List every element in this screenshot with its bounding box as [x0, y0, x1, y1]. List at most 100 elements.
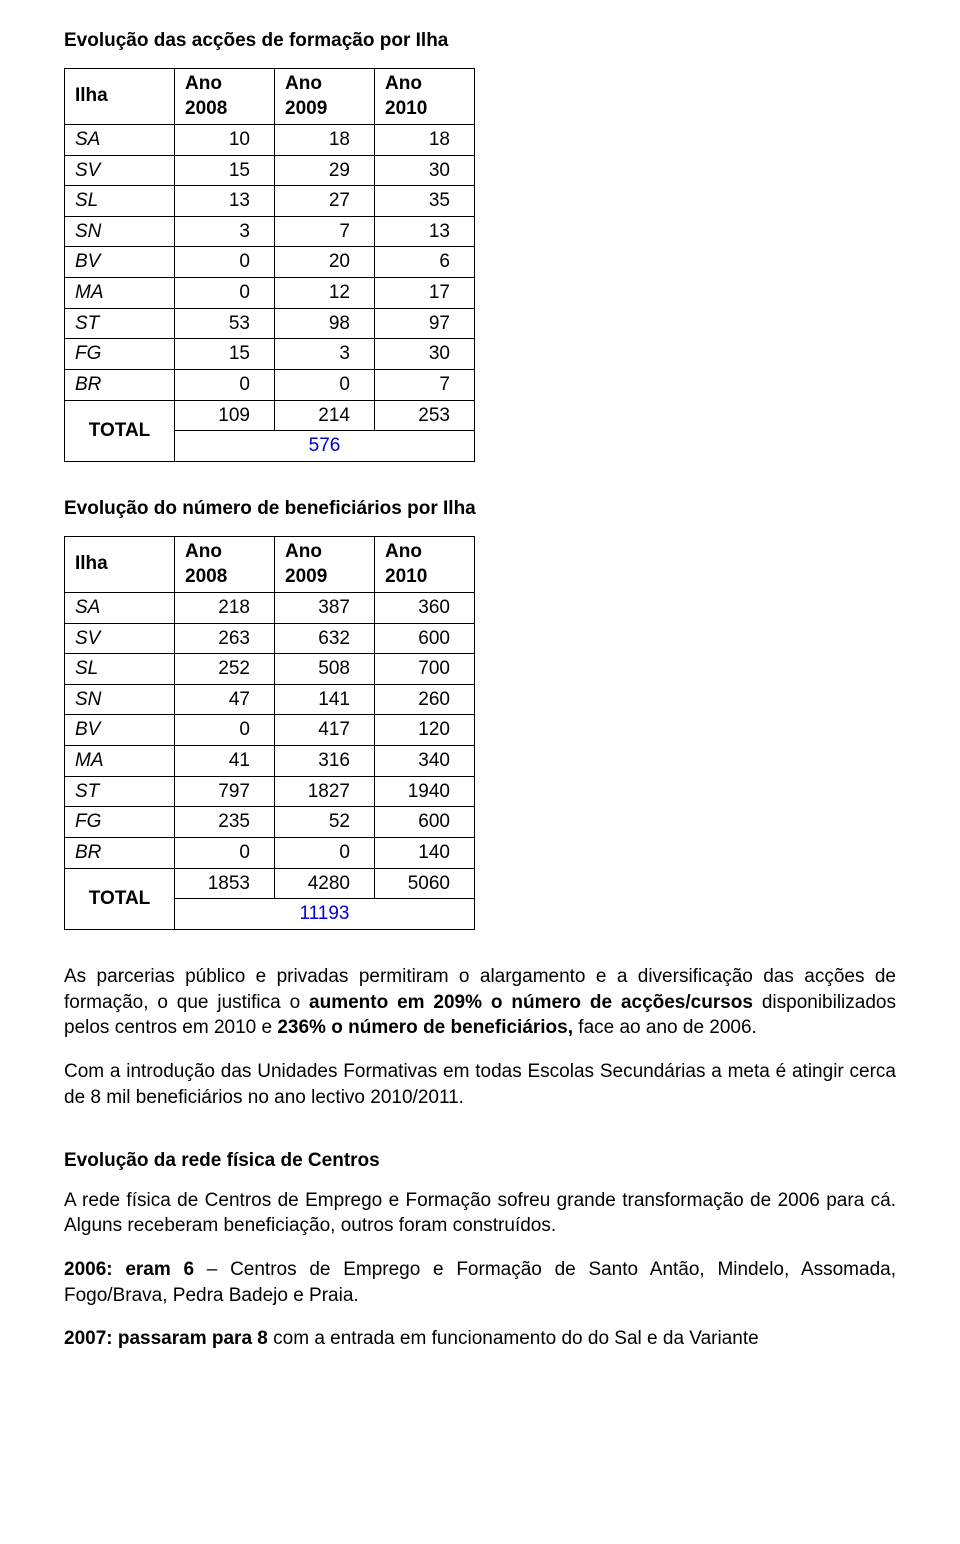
- cell: 35: [375, 186, 475, 217]
- table-row: BV0206: [65, 247, 475, 278]
- cell: 18: [375, 124, 475, 155]
- cell: 340: [375, 746, 475, 777]
- row-label: SV: [65, 155, 175, 186]
- table-row: SA101818: [65, 124, 475, 155]
- cell: 7: [275, 216, 375, 247]
- col-ilha: Ilha: [65, 68, 175, 124]
- cell: 263: [175, 623, 275, 654]
- cell: 360: [375, 592, 475, 623]
- cell: 632: [275, 623, 375, 654]
- row-label: ST: [65, 308, 175, 339]
- cell: 98: [275, 308, 375, 339]
- cell: 141: [275, 684, 375, 715]
- cell: 700: [375, 654, 475, 685]
- cell: 30: [375, 155, 475, 186]
- cell: 253: [375, 400, 475, 431]
- para-2007: 2007: passaram para 8 com a entrada em f…: [64, 1326, 896, 1352]
- text: face ao ano de 2006.: [573, 1017, 757, 1038]
- cell: 1853: [175, 868, 275, 899]
- cell: 1827: [275, 776, 375, 807]
- table-row: ST539897: [65, 308, 475, 339]
- text: com a entrada em funcionamento do do Sal…: [268, 1328, 759, 1349]
- table-row: SV263632600: [65, 623, 475, 654]
- cell: 0: [175, 838, 275, 869]
- row-label: BV: [65, 715, 175, 746]
- para-unidades: Com a introdução das Unidades Formativas…: [64, 1059, 896, 1110]
- cell: 600: [375, 807, 475, 838]
- cell: 97: [375, 308, 475, 339]
- cell: 218: [175, 592, 275, 623]
- cell: 13: [175, 186, 275, 217]
- row-label: SA: [65, 592, 175, 623]
- cell: 387: [275, 592, 375, 623]
- row-label: SN: [65, 684, 175, 715]
- cell: 20: [275, 247, 375, 278]
- cell: 6: [375, 247, 475, 278]
- table-row: SV152930: [65, 155, 475, 186]
- table-row: SL132735: [65, 186, 475, 217]
- table-row: BR007: [65, 370, 475, 401]
- cell: 4280: [275, 868, 375, 899]
- table-row: BR00140: [65, 838, 475, 869]
- cell: 260: [375, 684, 475, 715]
- text-bold: 2006: eram 6: [64, 1259, 194, 1280]
- grand-total: 576: [175, 431, 475, 462]
- cell: 0: [175, 370, 275, 401]
- table-accoes: Ilha Ano 2008 Ano 2009 Ano 2010 SA101818…: [64, 68, 475, 462]
- text-bold: 236% o número de beneficiários,: [277, 1017, 573, 1038]
- row-label: ST: [65, 776, 175, 807]
- row-label: SA: [65, 124, 175, 155]
- cell: 52: [275, 807, 375, 838]
- col-2009: Ano 2009: [275, 68, 375, 124]
- cell: 316: [275, 746, 375, 777]
- cell: 140: [375, 838, 475, 869]
- cell: 1940: [375, 776, 475, 807]
- cell: 0: [275, 838, 375, 869]
- para-2006: 2006: eram 6 – Centros de Emprego e Form…: [64, 1257, 896, 1308]
- row-label: BV: [65, 247, 175, 278]
- cell: 15: [175, 339, 275, 370]
- cell: 13: [375, 216, 475, 247]
- table-row: SN3713: [65, 216, 475, 247]
- cell: 214: [275, 400, 375, 431]
- row-label: SN: [65, 216, 175, 247]
- cell: 0: [175, 715, 275, 746]
- cell: 0: [175, 278, 275, 309]
- text-bold: 2007: passaram para 8: [64, 1328, 268, 1349]
- total-row: TOTAL 1853 4280 5060: [65, 868, 475, 899]
- row-label: SV: [65, 623, 175, 654]
- cell: 600: [375, 623, 475, 654]
- cell: 17: [375, 278, 475, 309]
- cell: 252: [175, 654, 275, 685]
- table-row: SA218387360: [65, 592, 475, 623]
- section1-title: Evolução das acções de formação por Ilha: [64, 28, 896, 54]
- cell: 41: [175, 746, 275, 777]
- cell: 3: [275, 339, 375, 370]
- table-row: MA41316340: [65, 746, 475, 777]
- row-label: FG: [65, 339, 175, 370]
- table-header-row: Ilha Ano 2008 Ano 2009 Ano 2010: [65, 536, 475, 592]
- table-row: FG23552600: [65, 807, 475, 838]
- row-label: MA: [65, 278, 175, 309]
- cell: 47: [175, 684, 275, 715]
- cell: 15: [175, 155, 275, 186]
- section3-title: Evolução da rede física de Centros: [64, 1148, 896, 1174]
- cell: 0: [175, 247, 275, 278]
- table-row: MA01217: [65, 278, 475, 309]
- cell: 30: [375, 339, 475, 370]
- grand-total: 11193: [175, 899, 475, 930]
- row-label: SL: [65, 186, 175, 217]
- row-label: FG: [65, 807, 175, 838]
- cell: 235: [175, 807, 275, 838]
- cell: 3: [175, 216, 275, 247]
- col-2008: Ano 2008: [175, 68, 275, 124]
- cell: 417: [275, 715, 375, 746]
- cell: 27: [275, 186, 375, 217]
- row-label: BR: [65, 838, 175, 869]
- cell: 29: [275, 155, 375, 186]
- table-row: SL252508700: [65, 654, 475, 685]
- row-label: SL: [65, 654, 175, 685]
- table-beneficiarios: Ilha Ano 2008 Ano 2009 Ano 2010 SA218387…: [64, 536, 475, 930]
- table-row: FG15330: [65, 339, 475, 370]
- cell: 7: [375, 370, 475, 401]
